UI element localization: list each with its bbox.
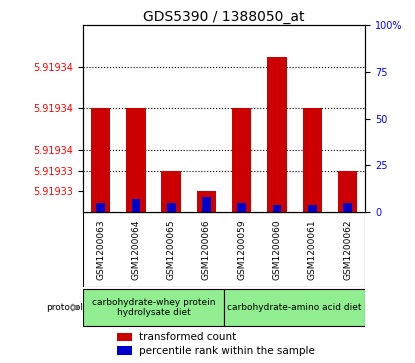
- Bar: [343, 203, 352, 212]
- Bar: [308, 205, 317, 212]
- Text: percentile rank within the sample: percentile rank within the sample: [139, 346, 315, 355]
- Bar: [167, 203, 176, 212]
- Text: carbohydrate-amino acid diet: carbohydrate-amino acid diet: [227, 303, 362, 312]
- Title: GDS5390 / 1388050_at: GDS5390 / 1388050_at: [143, 11, 305, 24]
- Bar: [117, 333, 132, 342]
- Text: protocol: protocol: [46, 303, 83, 312]
- Bar: [91, 109, 110, 212]
- Bar: [126, 109, 146, 212]
- Bar: [117, 346, 132, 355]
- Bar: [273, 205, 281, 212]
- Bar: [83, 289, 224, 326]
- Bar: [202, 197, 211, 212]
- Bar: [197, 191, 216, 212]
- Text: GSM1200062: GSM1200062: [343, 219, 352, 280]
- Text: transformed count: transformed count: [139, 332, 237, 342]
- Bar: [96, 203, 105, 212]
- Bar: [338, 171, 357, 212]
- Bar: [232, 109, 251, 212]
- Text: GSM1200059: GSM1200059: [237, 219, 246, 280]
- Bar: [161, 171, 181, 212]
- Text: GSM1200061: GSM1200061: [308, 219, 317, 280]
- Text: carbohydrate-whey protein
hydrolysate diet: carbohydrate-whey protein hydrolysate di…: [92, 298, 215, 317]
- Bar: [237, 203, 246, 212]
- Text: GSM1200060: GSM1200060: [273, 219, 281, 280]
- Text: GSM1200064: GSM1200064: [132, 219, 140, 280]
- Text: GSM1200063: GSM1200063: [96, 219, 105, 280]
- Bar: [303, 109, 322, 212]
- Bar: [132, 199, 140, 212]
- Text: GSM1200066: GSM1200066: [202, 219, 211, 280]
- Bar: [267, 57, 287, 212]
- Text: GSM1200065: GSM1200065: [167, 219, 176, 280]
- Bar: [224, 289, 365, 326]
